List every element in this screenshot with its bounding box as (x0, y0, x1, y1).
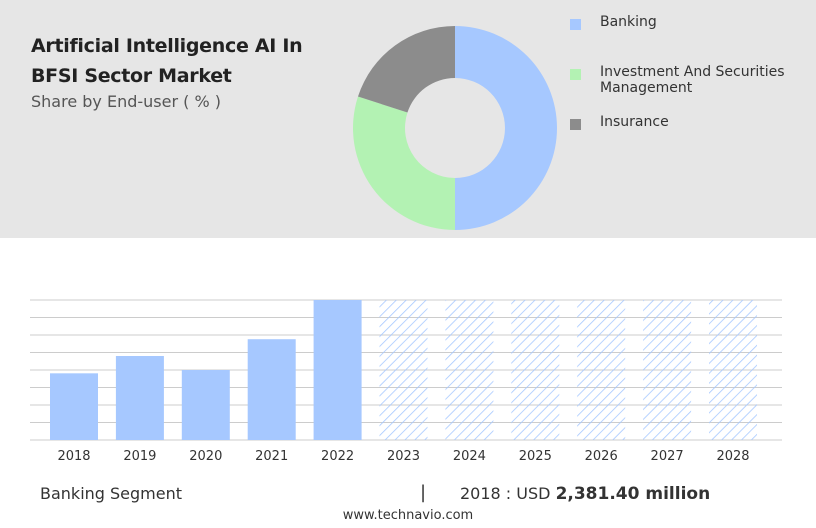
x-tick-label: 2021 (255, 449, 288, 464)
x-tick-label: 2020 (189, 449, 222, 464)
bar-2021 (247, 339, 296, 440)
legend-item-investment[interactable]: Investment And Securities Management (570, 64, 800, 96)
chart-subtitle: Share by End-user ( % ) (31, 92, 221, 111)
x-tick-label: 2028 (716, 449, 749, 464)
bar-2020 (181, 370, 230, 440)
forecast-bar-2028 (709, 300, 757, 440)
legend-swatch-insurance (570, 119, 581, 130)
x-tick-label: 2025 (519, 449, 552, 464)
legend-label-investment: Investment And Securities Management (600, 64, 785, 96)
forecast-bar-2026 (577, 300, 626, 440)
legend-swatch-investment (570, 69, 581, 80)
bar-2022 (313, 300, 362, 440)
x-tick-label: 2027 (651, 449, 684, 464)
x-tick-label: 2024 (453, 449, 486, 464)
legend-item-insurance[interactable]: Insurance (570, 114, 669, 130)
forecast-bar-2025 (511, 300, 560, 440)
legend-swatch-banking (570, 19, 581, 30)
donut-slice-insurance (357, 26, 455, 113)
x-tick-label: 2023 (387, 449, 420, 464)
x-tick-label: 2026 (585, 449, 618, 464)
forecast-bar-2024 (445, 300, 494, 440)
legend-item-banking[interactable]: Banking (570, 14, 657, 30)
donut-slice-investment (352, 96, 455, 230)
source-link[interactable]: www.technavio.com (342, 508, 474, 523)
x-tick-label: 2019 (123, 449, 156, 464)
segment-value-amount: 2,381.40 million (555, 484, 711, 504)
chart-title: Artificial Intelligence AI In BFSI Secto… (31, 35, 303, 87)
segment-year-prefix: 2018 : USD (460, 484, 551, 503)
footer-separator: | (420, 482, 427, 503)
segment-value: 2018 : USD 2,381.40 million (460, 484, 710, 504)
legend-label-insurance: Insurance (600, 114, 669, 130)
donut-chart (352, 26, 557, 230)
legend-label-banking: Banking (600, 14, 657, 30)
bar-2019 (115, 356, 164, 440)
forecast-bar-2023 (379, 300, 428, 440)
x-tick-label: 2018 (57, 449, 90, 464)
donut-slice-banking (455, 26, 557, 230)
forecast-bar-2027 (643, 300, 692, 440)
x-tick-label: 2022 (321, 449, 354, 464)
segment-label: Banking Segment (40, 484, 183, 503)
bar-2018 (50, 373, 98, 440)
bar-chart: 2018 2019 2020 2021 2022 2023 2024 2025 2026 2027… (30, 299, 782, 464)
